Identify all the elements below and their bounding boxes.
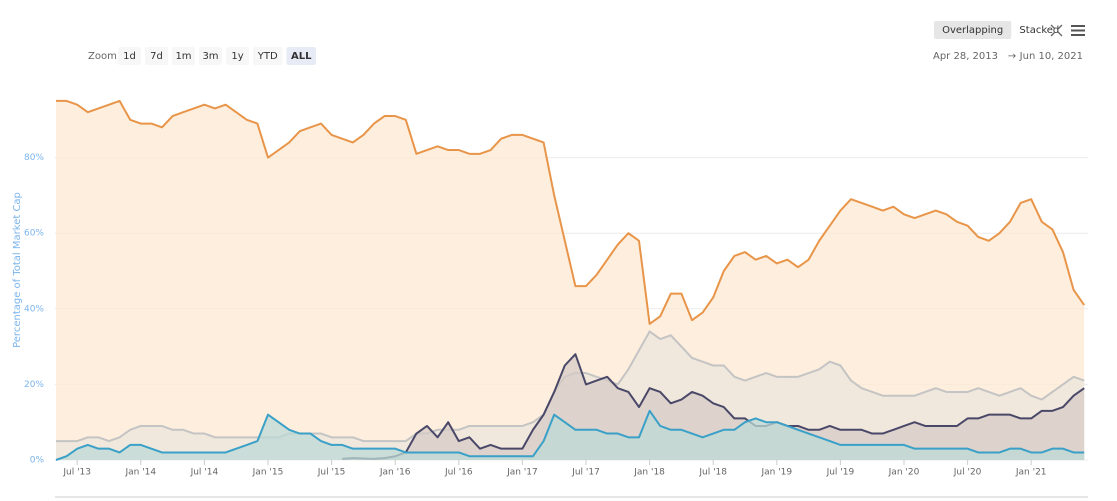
- zoom-button-label[interactable]: ALL: [291, 51, 312, 62]
- zoom-button[interactable]: [226, 47, 249, 65]
- x-tick-label: Jan '16: [379, 468, 411, 478]
- mode-button[interactable]: [934, 21, 1012, 39]
- zoom-button-label[interactable]: 7d: [150, 51, 163, 62]
- x-tick-label: Jan '18: [633, 468, 665, 478]
- zoom-button-label[interactable]: 1d: [123, 51, 136, 62]
- x-tick-label: Jul '20: [953, 468, 982, 478]
- date-range-separator: →: [1008, 51, 1016, 62]
- x-tick-label: Jul '15: [317, 468, 346, 478]
- area-fill: [56, 410, 1085, 460]
- zoom-button-label[interactable]: YTD: [257, 51, 278, 62]
- y-tick-label: 80%: [24, 153, 44, 163]
- zoom-button[interactable]: [199, 47, 222, 65]
- zoom-button-label[interactable]: 1y: [231, 51, 243, 62]
- x-tick-label: Jul '13: [62, 468, 91, 478]
- zoom-button[interactable]: [118, 47, 141, 65]
- zoom-button-label[interactable]: 3m: [202, 51, 218, 62]
- area-fill: [342, 354, 1085, 460]
- zoom-label: Zoom: [88, 51, 117, 62]
- x-tick-label: Jul '14: [190, 468, 219, 478]
- mode-button-label[interactable]: Overlapping: [942, 25, 1003, 36]
- zoom-button[interactable]: [172, 47, 195, 65]
- y-tick-label: 0%: [30, 456, 45, 466]
- x-tick-label: Jan '20: [888, 468, 920, 478]
- x-tick-label: Jan '15: [252, 468, 284, 478]
- x-tick-label: Jul '16: [444, 468, 473, 478]
- x-tick-label: Jul '18: [698, 468, 727, 478]
- x-tick-label: Jul '19: [826, 468, 855, 478]
- zoom-button[interactable]: [286, 47, 317, 65]
- zoom-button[interactable]: [145, 47, 168, 65]
- x-tick-label: Jan '21: [1015, 468, 1047, 478]
- mode-buttons: Overlapping Stacked: [934, 21, 1066, 39]
- series-line: [56, 99, 1086, 325]
- series-line: [55, 409, 1085, 461]
- x-tick-label: Jan '17: [506, 468, 538, 478]
- menu-icons[interactable]: [1050, 24, 1085, 37]
- date-range-to: Jun 10, 2021: [1019, 51, 1083, 62]
- zoom-button-label[interactable]: 1m: [175, 51, 191, 62]
- y-tick-label: 20%: [24, 380, 44, 390]
- date-range-from: Apr 28, 2013: [933, 51, 998, 62]
- zoom-buttons: 1d 7d 1m 3m 1y YTD ALL: [118, 47, 316, 65]
- x-tick-label: Jan '14: [124, 468, 156, 478]
- series-line: [342, 353, 1085, 460]
- mode-button-label[interactable]: Stacked: [1019, 25, 1059, 36]
- y-tick-label: 60%: [24, 229, 44, 239]
- y-tick-label: 40%: [24, 304, 44, 314]
- y-axis-title: Percentage of Total Market Cap: [12, 192, 23, 348]
- x-tick-label: Jul '17: [571, 468, 600, 478]
- zoom-button[interactable]: [253, 47, 283, 65]
- x-tick-label: Jan '19: [760, 468, 792, 478]
